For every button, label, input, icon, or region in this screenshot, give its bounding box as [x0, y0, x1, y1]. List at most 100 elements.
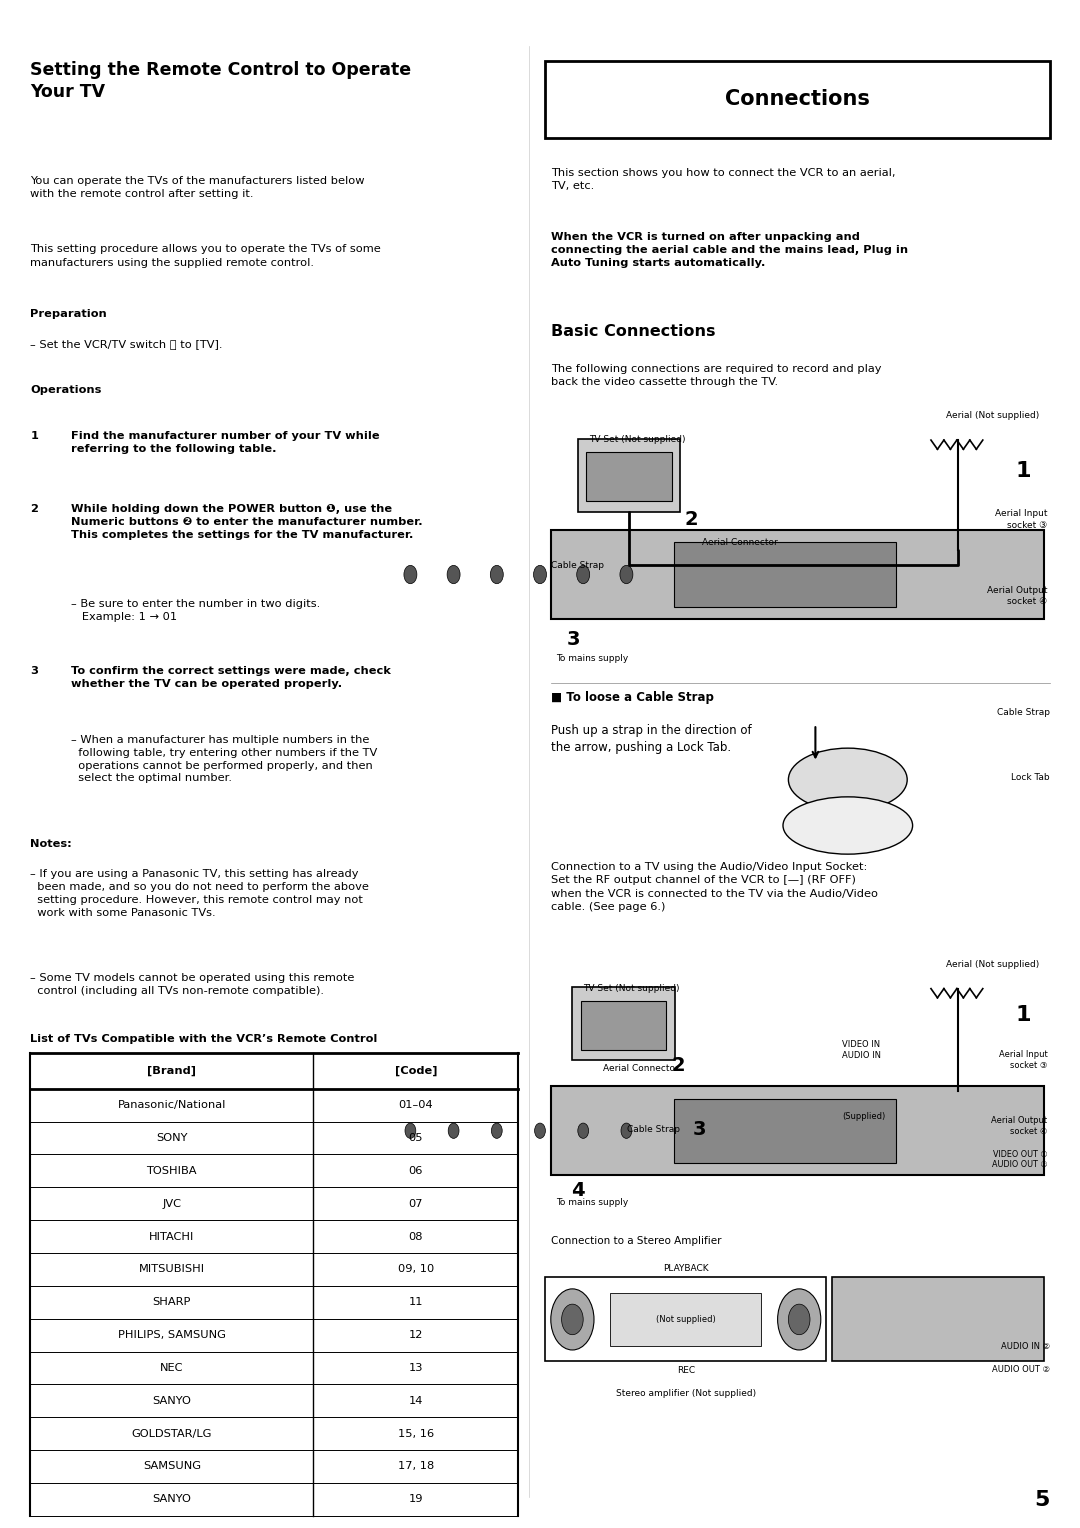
Text: Find the manufacturer number of your TV while
referring to the following table.: Find the manufacturer number of your TV …: [71, 431, 380, 454]
Text: Operations: Operations: [30, 385, 102, 396]
Text: Aerial Input
socket ③: Aerial Input socket ③: [999, 1050, 1048, 1071]
Text: Aerial (Not supplied): Aerial (Not supplied): [946, 411, 1039, 420]
Text: To confirm the correct settings were made, check
whether the TV can be operated : To confirm the correct settings were mad…: [71, 666, 391, 689]
Text: 13: 13: [408, 1363, 423, 1374]
Text: 3: 3: [30, 666, 38, 677]
Circle shape: [490, 565, 503, 584]
Circle shape: [577, 565, 590, 584]
Circle shape: [621, 1123, 632, 1138]
Text: AUDIO IN ②: AUDIO IN ②: [1001, 1342, 1050, 1351]
Text: 07: 07: [408, 1198, 423, 1209]
Text: Lock Tab: Lock Tab: [1011, 773, 1050, 782]
Text: SANYO: SANYO: [152, 1494, 191, 1505]
Text: Cable Strap: Cable Strap: [551, 561, 605, 570]
Text: – If you are using a Panasonic TV, this setting has already
  been made, and so : – If you are using a Panasonic TV, this …: [30, 869, 369, 918]
Circle shape: [778, 1290, 821, 1351]
Circle shape: [534, 565, 546, 584]
Circle shape: [405, 1123, 416, 1138]
Bar: [551, 1086, 1044, 1175]
Text: – Some TV models cannot be operated using this remote
  control (including all T: – Some TV models cannot be operated usin…: [30, 973, 354, 996]
Text: 17, 18: 17, 18: [397, 1461, 434, 1471]
Circle shape: [491, 1123, 502, 1138]
Text: 12: 12: [408, 1329, 423, 1340]
Text: To mains supply: To mains supply: [556, 1198, 629, 1207]
Text: Connection to a Stereo Amplifier: Connection to a Stereo Amplifier: [551, 1236, 721, 1247]
Text: PHILIPS, SAMSUNG: PHILIPS, SAMSUNG: [118, 1329, 226, 1340]
Text: While holding down the POWER button ❶, use the
Numeric buttons ❷ to enter the ma: While holding down the POWER button ❶, u…: [71, 504, 423, 539]
Text: NEC: NEC: [160, 1363, 184, 1374]
Circle shape: [404, 565, 417, 584]
Text: Setting the Remote Control to Operate
Your TV: Setting the Remote Control to Operate Yo…: [30, 61, 411, 101]
Text: The following connections are required to record and play
back the video cassett: The following connections are required t…: [551, 364, 881, 387]
Text: 2: 2: [30, 504, 38, 515]
Bar: [586, 452, 672, 501]
Text: Basic Connections: Basic Connections: [551, 324, 715, 339]
Text: Aerial Connector: Aerial Connector: [702, 538, 778, 547]
Text: 06: 06: [408, 1166, 423, 1177]
Text: TV Set (Not supplied): TV Set (Not supplied): [589, 435, 686, 445]
Circle shape: [620, 565, 633, 584]
Text: SANYO: SANYO: [152, 1395, 191, 1406]
Text: SAMSUNG: SAMSUNG: [143, 1461, 201, 1471]
Bar: [832, 1277, 1044, 1361]
Text: VIDEO OUT ①
AUDIO OUT ②: VIDEO OUT ① AUDIO OUT ②: [993, 1151, 1048, 1169]
Text: – When a manufacturer has multiple numbers in the
  following table, try enterin: – When a manufacturer has multiple numbe…: [71, 735, 378, 784]
Text: 3: 3: [567, 630, 581, 648]
Text: 15, 16: 15, 16: [397, 1429, 434, 1439]
Text: Aerial Output
socket ④: Aerial Output socket ④: [987, 585, 1048, 607]
Text: Aerial Connector: Aerial Connector: [603, 1063, 678, 1073]
Text: Aerial Output
socket ④: Aerial Output socket ④: [991, 1115, 1048, 1137]
Text: – Be sure to enter the number in two digits.
   Example: 1 → 01: – Be sure to enter the number in two dig…: [71, 599, 321, 622]
Bar: [545, 61, 1050, 138]
Text: REC: REC: [677, 1366, 694, 1375]
Text: [Brand]: [Brand]: [147, 1065, 197, 1076]
Text: TOSHIBA: TOSHIBA: [147, 1166, 197, 1177]
Text: MITSUBISHI: MITSUBISHI: [138, 1264, 205, 1274]
Circle shape: [578, 1123, 589, 1138]
Text: JVC: JVC: [162, 1198, 181, 1209]
Text: 14: 14: [408, 1395, 423, 1406]
Text: Panasonic/National: Panasonic/National: [118, 1100, 226, 1111]
Text: 05: 05: [408, 1132, 423, 1143]
Bar: [578, 439, 680, 512]
Text: Connection to a TV using the Audio/Video Input Socket:
Set the RF output channel: Connection to a TV using the Audio/Video…: [551, 862, 878, 912]
Text: 4: 4: [571, 1181, 584, 1199]
Text: (Supplied): (Supplied): [842, 1112, 886, 1122]
Text: List of TVs Compatible with the VCR’s Remote Control: List of TVs Compatible with the VCR’s Re…: [30, 1034, 378, 1045]
Text: Cable Strap: Cable Strap: [626, 1125, 680, 1134]
Text: 11: 11: [408, 1297, 423, 1308]
Text: To mains supply: To mains supply: [556, 654, 629, 663]
Text: Preparation: Preparation: [30, 309, 107, 319]
Text: Aerial (Not supplied): Aerial (Not supplied): [946, 960, 1039, 969]
Bar: [545, 1277, 826, 1361]
Text: ■ To loose a Cable Strap: ■ To loose a Cable Strap: [551, 691, 714, 704]
Bar: [572, 987, 675, 1060]
Text: VIDEO IN
AUDIO IN: VIDEO IN AUDIO IN: [842, 1039, 881, 1060]
Text: When the VCR is turned on after unpacking and
connecting the aerial cable and th: When the VCR is turned on after unpackin…: [551, 232, 908, 267]
Text: SHARP: SHARP: [152, 1297, 191, 1308]
Text: 3: 3: [693, 1120, 706, 1138]
Circle shape: [788, 1305, 810, 1335]
Ellipse shape: [788, 749, 907, 811]
Text: Aerial Input
socket ③: Aerial Input socket ③: [995, 509, 1048, 530]
Text: Cable Strap: Cable Strap: [997, 707, 1050, 717]
Text: You can operate the TVs of the manufacturers listed below
with the remote contro: You can operate the TVs of the manufactu…: [30, 176, 365, 199]
Text: PLAYBACK: PLAYBACK: [663, 1264, 708, 1273]
Text: 01–04: 01–04: [399, 1100, 433, 1111]
Text: 09, 10: 09, 10: [397, 1264, 434, 1274]
Text: Connections: Connections: [725, 89, 870, 110]
Bar: [610, 1293, 761, 1346]
Text: – Set the VCR/TV switch Ⓐ to [TV].: – Set the VCR/TV switch Ⓐ to [TV].: [30, 339, 222, 350]
Text: HITACHI: HITACHI: [149, 1232, 194, 1242]
Text: 2: 2: [672, 1056, 685, 1074]
Text: AUDIO OUT ②: AUDIO OUT ②: [991, 1365, 1050, 1374]
Text: GOLDSTAR/LG: GOLDSTAR/LG: [132, 1429, 212, 1439]
Bar: [674, 1099, 896, 1163]
Ellipse shape: [783, 798, 913, 854]
Circle shape: [562, 1305, 583, 1335]
Text: Stereo amplifier (Not supplied): Stereo amplifier (Not supplied): [616, 1389, 756, 1398]
Circle shape: [551, 1290, 594, 1351]
Text: 1: 1: [1015, 460, 1030, 481]
Text: This setting procedure allows you to operate the TVs of some
manufacturers using: This setting procedure allows you to ope…: [30, 244, 381, 267]
Text: [Code]: [Code]: [394, 1065, 437, 1076]
